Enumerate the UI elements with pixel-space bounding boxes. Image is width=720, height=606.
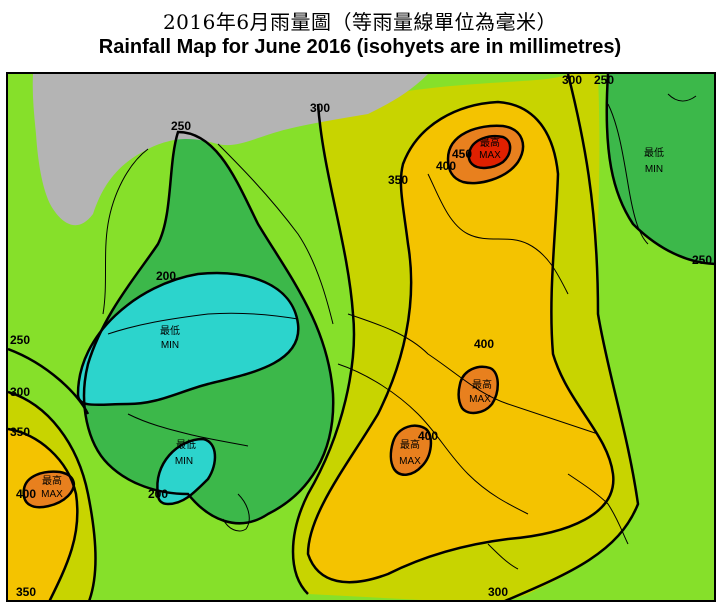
isohyet-label-300-bottom: 300 bbox=[488, 585, 508, 599]
band-350-400-east bbox=[308, 102, 614, 583]
isohyet-label-450-north: 450 bbox=[452, 147, 472, 161]
min-northeast-zh: 最低 bbox=[644, 146, 664, 159]
isohyet-label-350-north: 350 bbox=[388, 173, 408, 187]
max-area-north-inner bbox=[468, 136, 511, 168]
isohyet-min-south bbox=[156, 437, 217, 506]
isohyet-label-250-right: 250 bbox=[692, 253, 712, 267]
map-title-english: Rainfall Map for June 2016 (isohyets are… bbox=[98, 36, 622, 58]
max-north-zh: 最高 bbox=[480, 136, 500, 149]
max-area-southwest bbox=[23, 471, 74, 508]
max-south-en: MAX bbox=[399, 456, 421, 467]
max-east-en: MAX bbox=[469, 394, 491, 405]
isohyet-label-300-left: 300 bbox=[10, 385, 30, 399]
max-north-en: MAX bbox=[479, 150, 501, 161]
isohyet-250-northeast bbox=[605, 74, 714, 266]
min-west-en: MIN bbox=[161, 340, 179, 351]
min-west-zh: 最低 bbox=[160, 324, 180, 337]
band-200-250-northeast bbox=[606, 74, 714, 264]
isohyet-min-west bbox=[76, 271, 300, 407]
min-south-en: MIN bbox=[175, 456, 193, 467]
isohyet-label-350-bottom: 350 bbox=[16, 585, 36, 599]
isohyet-250-central bbox=[82, 130, 335, 525]
isohyet-labels: 250 300 300 250 350 400 450 200 250 300 … bbox=[10, 74, 712, 599]
extreme-markers: 最高 MAX 最高 MAX 最高 MAX 最高 MAX 最低 MIN 最低 MI… bbox=[41, 136, 664, 500]
isohyet-max-east bbox=[457, 365, 499, 415]
isohyet-label-200-south: 200 bbox=[148, 487, 168, 501]
max-southwest-en: MAX bbox=[41, 489, 63, 500]
isohyet-350-east bbox=[306, 100, 615, 584]
rainfall-map: 250 300 300 250 350 400 450 200 250 300 … bbox=[6, 72, 716, 602]
isohyet-label-200-west: 200 bbox=[156, 269, 176, 283]
isohyet-label-400-southwest: 400 bbox=[16, 487, 36, 501]
isohyet-300-east-right bbox=[504, 74, 640, 600]
min-south-zh: 最低 bbox=[176, 438, 196, 451]
isohyet-label-400-east: 400 bbox=[474, 337, 494, 351]
isohyet-250-west bbox=[8, 347, 90, 415]
max-east-zh: 最高 bbox=[472, 378, 492, 391]
isohyet-label-250-left: 250 bbox=[10, 333, 30, 347]
land-outside-northwest bbox=[32, 74, 429, 226]
isohyet-label-250-top: 250 bbox=[171, 119, 191, 133]
isohyet-max-north-450 bbox=[467, 134, 512, 170]
max-southwest-zh: 最高 bbox=[42, 474, 62, 487]
isohyet-label-350-left: 350 bbox=[10, 425, 30, 439]
isohyet-label-300-top: 300 bbox=[310, 101, 330, 115]
isohyet-300-west bbox=[8, 390, 97, 600]
isohyet-label-250-topright: 250 bbox=[594, 74, 614, 87]
isohyet-350-west bbox=[8, 427, 79, 600]
isohyet-max-north-400 bbox=[446, 124, 525, 185]
isohyet-label-400-north: 400 bbox=[436, 159, 456, 173]
map-title-chinese: 2016年6月雨量圖（等雨量線單位為毫米） bbox=[162, 10, 558, 34]
isohyet-max-southwest bbox=[22, 470, 76, 509]
rainfall-map-svg: 250 300 300 250 350 400 450 200 250 300 … bbox=[8, 74, 714, 600]
isohyet-label-400-south: 400 bbox=[418, 429, 438, 443]
max-south-zh: 最高 bbox=[400, 438, 420, 451]
min-area-west bbox=[78, 273, 299, 405]
min-area-south bbox=[157, 439, 215, 504]
min-northeast-en: MIN bbox=[645, 164, 663, 175]
coastline bbox=[102, 93, 697, 570]
max-area-south bbox=[390, 425, 431, 475]
isohyet-label-300-topright: 300 bbox=[562, 74, 582, 87]
isohyet-300-east bbox=[291, 103, 356, 595]
isohyet-max-south bbox=[389, 424, 433, 476]
isohyet-lines bbox=[8, 74, 714, 600]
